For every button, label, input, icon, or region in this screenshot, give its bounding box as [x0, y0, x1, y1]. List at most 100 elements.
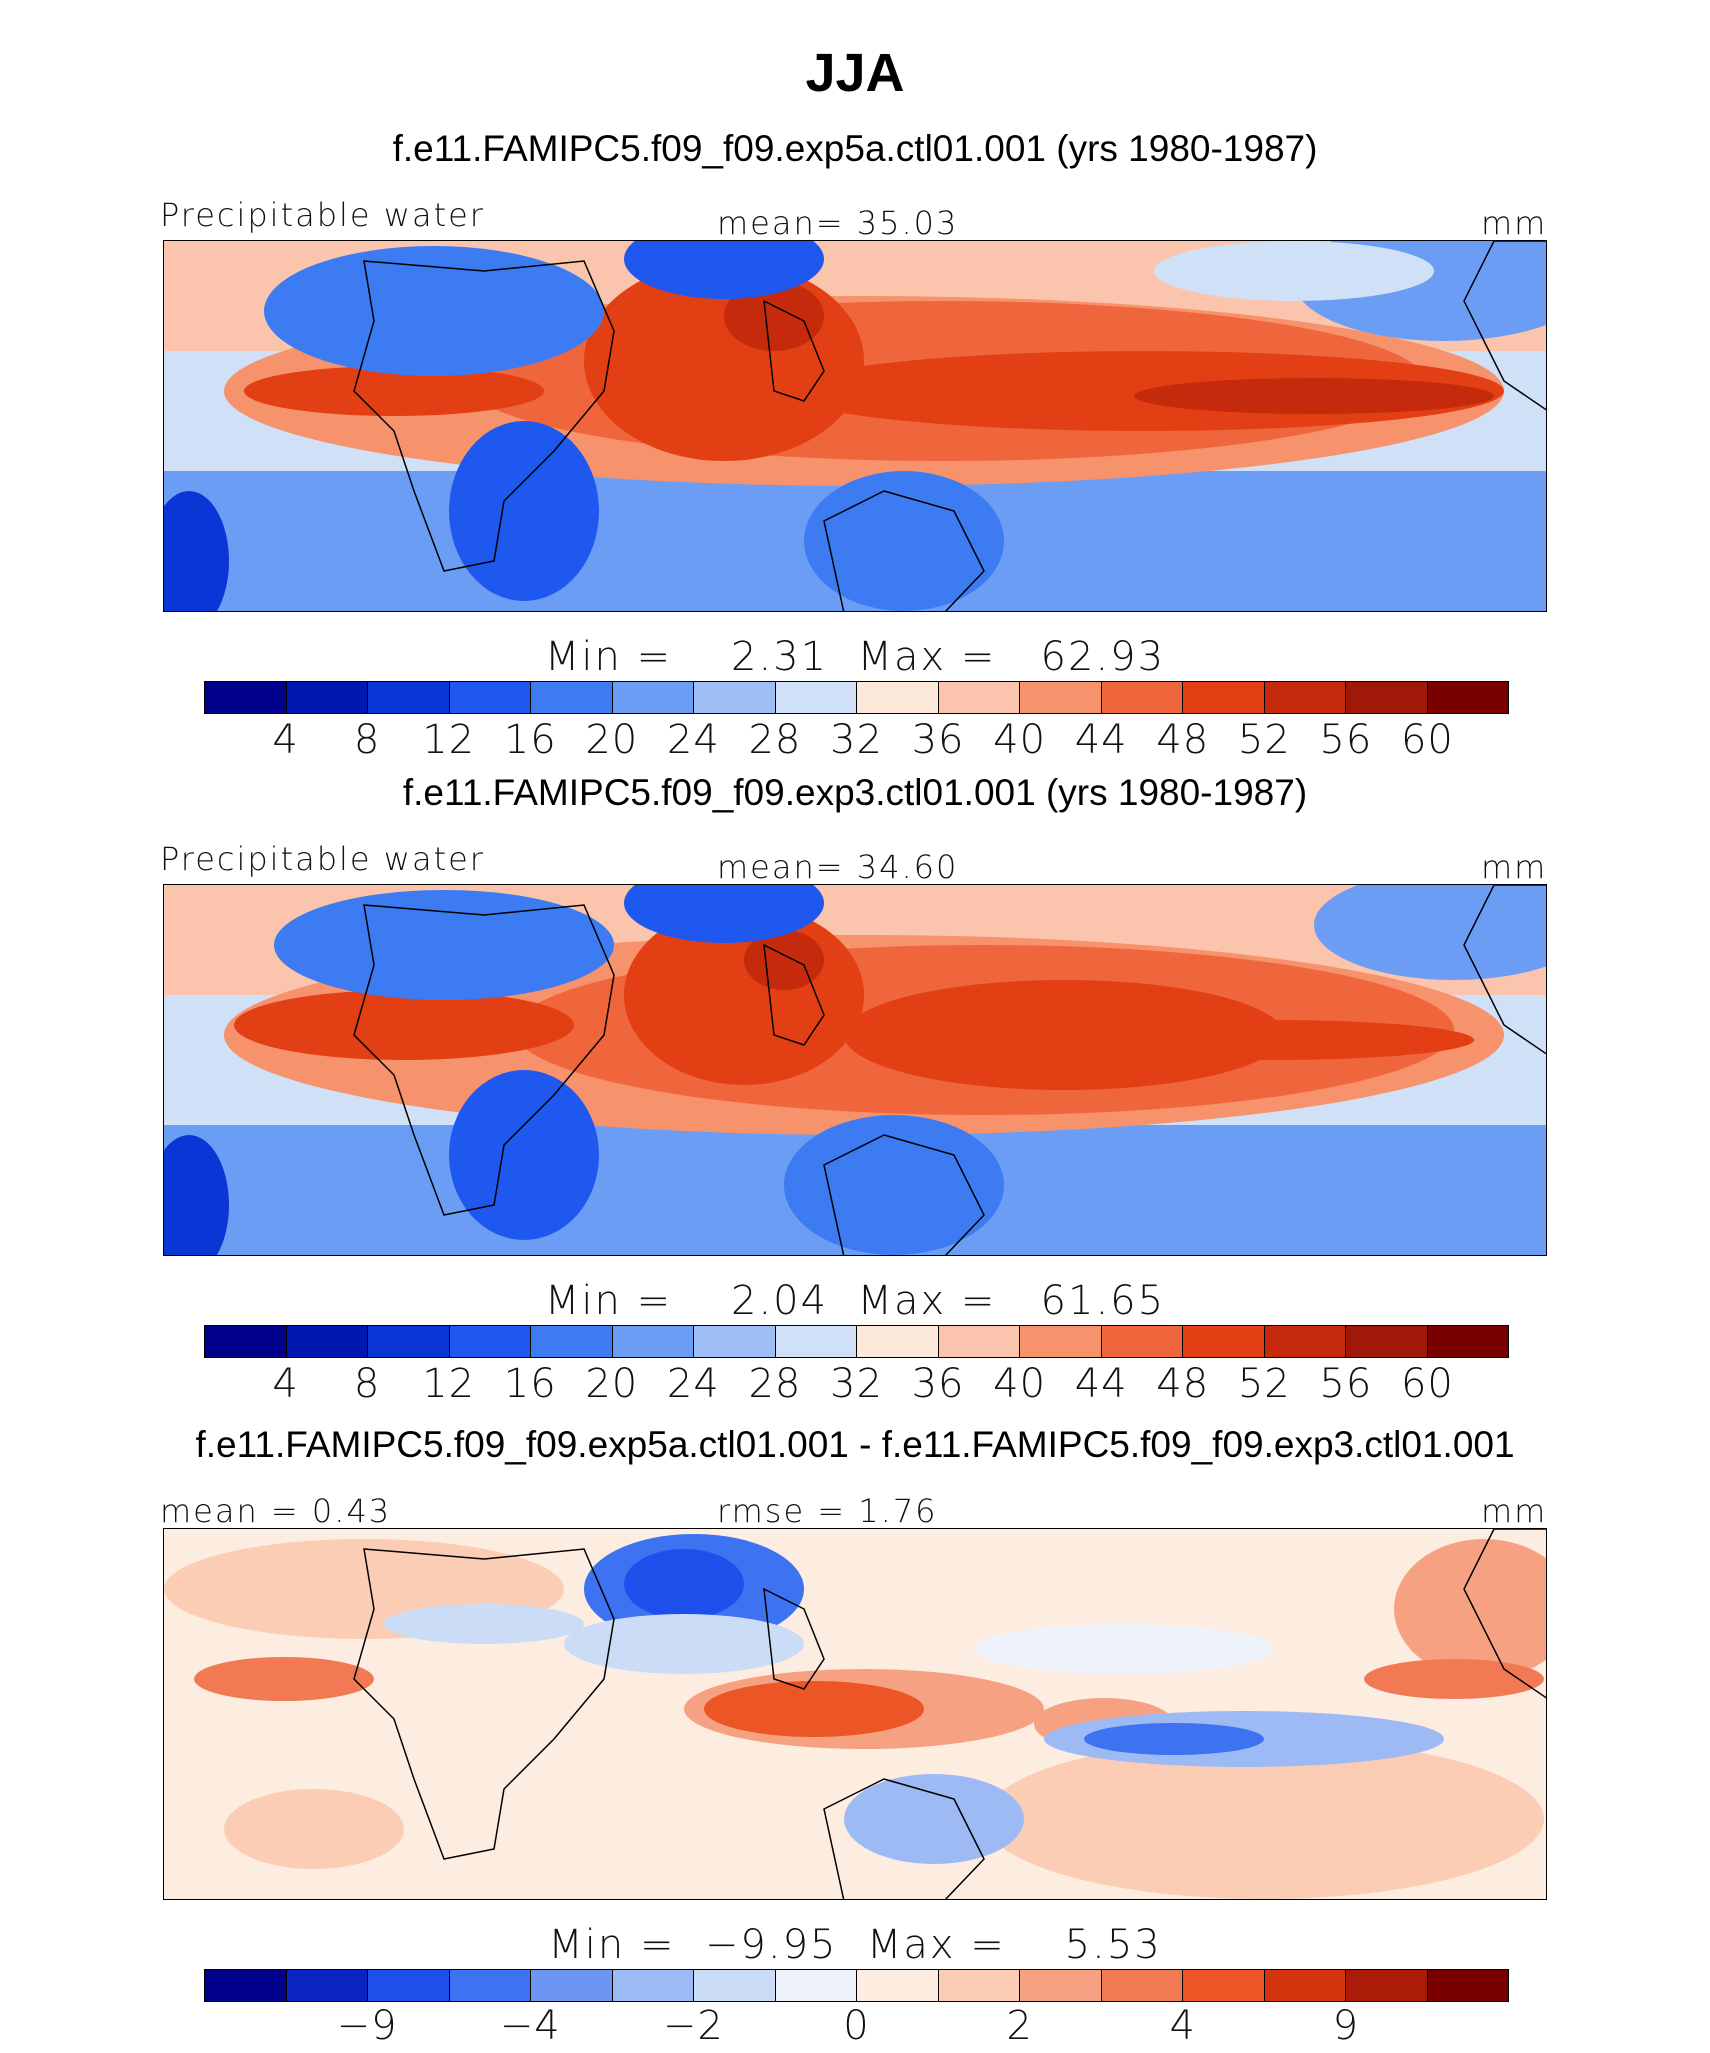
- colorbar-swatch: [368, 1326, 450, 1357]
- colorbar-tick-label: 12: [422, 1361, 476, 1407]
- colorbar-swatch: [1020, 682, 1102, 713]
- colorbar-swatch: [205, 682, 287, 713]
- colorbar-swatch: [286, 1970, 368, 2001]
- colorbar-swatch: [1020, 1970, 1102, 2001]
- panel2-colorbar-ticks: 4 8 12 16 20 24 28 32 36 40 44 48 52 56 60: [204, 1361, 1509, 1411]
- colorbar-swatch: [1020, 1326, 1102, 1357]
- panel2-field-plot: [164, 885, 1546, 1255]
- colorbar-tick-label: 40: [993, 1361, 1047, 1407]
- colorbar-tick-label: 56: [1319, 1361, 1373, 1407]
- figure-title: JJA: [805, 43, 905, 103]
- colorbar-tick-label: 16: [503, 717, 557, 763]
- panel2-case-title: f.e11.FAMIPC5.f09_f09.exp3.ctl01.001 (yr…: [402, 772, 1308, 813]
- colorbar-tick-label: 0: [843, 2003, 870, 2049]
- colorbar-tick-label: 60: [1400, 717, 1454, 763]
- colorbar-swatch: [857, 682, 939, 713]
- panel3-colorbar: [204, 1969, 1509, 2002]
- colorbar-swatch: [694, 1970, 776, 2001]
- panel3-rmse-label: rmse = 1.76: [717, 1492, 938, 1530]
- panel1-mean-label: mean= 35.03: [717, 204, 959, 242]
- panel2-minmax: Min = 2.04 Max = 61.65: [544, 1278, 1166, 1324]
- colorbar-swatch: [938, 682, 1020, 713]
- colorbar-swatch: [368, 682, 450, 713]
- colorbar-tick-label: 48: [1156, 717, 1210, 763]
- colorbar-swatch: [938, 1326, 1020, 1357]
- colorbar-tick-label: 48: [1156, 1361, 1210, 1407]
- colorbar-swatch: [694, 1326, 776, 1357]
- colorbar-swatch: [1264, 1970, 1346, 2001]
- colorbar-tick-label: 9: [1332, 2003, 1360, 2049]
- colorbar-tick-label: 4: [272, 1361, 299, 1407]
- panel3-map: [163, 1528, 1547, 1900]
- colorbar-swatch: [1427, 682, 1508, 713]
- colorbar-tick-label: 8: [353, 1361, 381, 1407]
- colorbar-swatch: [1427, 1970, 1508, 2001]
- panel3-minmax: Min = −9.95 Max = 5.53: [548, 1922, 1162, 1968]
- colorbar-swatch: [612, 1326, 694, 1357]
- panel1-map: [163, 240, 1547, 612]
- colorbar-swatch: [1264, 1326, 1346, 1357]
- panel2-variable-label: Precipitable water: [160, 840, 485, 878]
- colorbar-swatch: [775, 1970, 857, 2001]
- colorbar-tick-label: 52: [1237, 1361, 1291, 1407]
- colorbar-swatch: [1264, 682, 1346, 713]
- panel1-units-label: mm: [1481, 204, 1548, 242]
- colorbar-swatch: [1427, 1326, 1508, 1357]
- colorbar-swatch: [857, 1326, 939, 1357]
- colorbar-tick-label: 44: [1074, 1361, 1128, 1407]
- colorbar-swatch: [612, 682, 694, 713]
- colorbar-swatch: [694, 682, 776, 713]
- panel2-colorbar: [204, 1325, 1509, 1358]
- colorbar-swatch: [1101, 1326, 1183, 1357]
- colorbar-tick-label: 32: [830, 1361, 883, 1407]
- colorbar-swatch: [1101, 1970, 1183, 2001]
- colorbar-swatch: [531, 1970, 613, 2001]
- colorbar-tick-label: −9: [336, 2003, 398, 2049]
- colorbar-swatch: [205, 1326, 287, 1357]
- panel3-units-label: mm: [1481, 1492, 1548, 1530]
- panel1-variable-label: Precipitable water: [160, 196, 485, 234]
- colorbar-tick-label: 12: [422, 717, 476, 763]
- colorbar-tick-label: 24: [666, 717, 720, 763]
- panel3-colorbar-ticks: −9 −4 −2 0 2 4 9: [204, 2003, 1509, 2053]
- colorbar-tick-label: 4: [1169, 2003, 1196, 2049]
- panel1-case-title: f.e11.FAMIPC5.f09_f09.exp5a.ctl01.001 (y…: [392, 128, 1318, 169]
- colorbar-swatch: [205, 1970, 287, 2001]
- colorbar-tick-label: 36: [911, 1361, 965, 1407]
- colorbar-tick-label: 20: [585, 1361, 639, 1407]
- panel3-mean-label: mean = 0.43: [160, 1492, 392, 1530]
- colorbar-tick-label: 16: [503, 1361, 557, 1407]
- colorbar-swatch: [1346, 1970, 1428, 2001]
- panel1-minmax: Min = 2.31 Max = 62.93: [544, 634, 1166, 680]
- colorbar-tick-label: 28: [748, 717, 802, 763]
- colorbar-tick-label: 28: [748, 1361, 802, 1407]
- colorbar-tick-label: 20: [585, 717, 639, 763]
- colorbar-swatch: [1346, 1326, 1428, 1357]
- colorbar-swatch: [286, 682, 368, 713]
- colorbar-swatch: [531, 1326, 613, 1357]
- colorbar-swatch: [1183, 1326, 1265, 1357]
- panel1-field-plot: [164, 241, 1546, 611]
- colorbar-swatch: [449, 682, 531, 713]
- colorbar-tick-label: 40: [993, 717, 1047, 763]
- colorbar-tick-label: 60: [1400, 1361, 1454, 1407]
- colorbar-tick-label: −2: [662, 2003, 724, 2049]
- panel1-colorbar: [204, 681, 1509, 714]
- panel2-map: [163, 884, 1547, 1256]
- panel3-field-plot: [164, 1529, 1546, 1899]
- colorbar-swatch: [368, 1970, 450, 2001]
- panel1-colorbar-ticks: 4 8 12 16 20 24 28 32 36 40 44 48 52 56 60: [204, 717, 1509, 767]
- colorbar-tick-label: 4: [272, 717, 299, 763]
- colorbar-swatch: [1346, 682, 1428, 713]
- panel2-units-label: mm: [1481, 848, 1548, 886]
- colorbar-swatch: [775, 682, 857, 713]
- colorbar-swatch: [612, 1970, 694, 2001]
- colorbar-swatch: [857, 1970, 939, 2001]
- panel2-mean-label: mean= 34.60: [717, 848, 959, 886]
- colorbar-tick-label: 44: [1074, 717, 1128, 763]
- colorbar-swatch: [286, 1326, 368, 1357]
- colorbar-tick-label: 56: [1319, 717, 1373, 763]
- colorbar-swatch: [1183, 1970, 1265, 2001]
- colorbar-tick-label: 8: [353, 717, 381, 763]
- colorbar-tick-label: 24: [666, 1361, 720, 1407]
